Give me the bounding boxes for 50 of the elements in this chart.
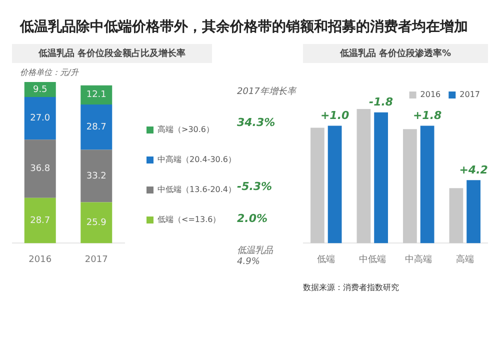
x-tick-label: 高端 [456, 254, 474, 265]
bar [24, 97, 56, 140]
bar [24, 140, 56, 198]
text: 低温乳品 4.9% [237, 244, 274, 267]
data-label: 33.2 [86, 171, 106, 182]
annotation: +1.0 [320, 109, 350, 122]
x-tick-label: 中低端 [358, 254, 386, 265]
text: 34.3% [237, 116, 276, 130]
x-tick-label: 低端 [317, 254, 336, 265]
legend-label: 高端（>30.6） [158, 125, 214, 134]
bar [403, 129, 417, 244]
x-tick-label: 2017 [84, 254, 108, 265]
bar [80, 104, 112, 150]
annotation: +1.8 [412, 109, 442, 122]
x-tick-label: 2016 [28, 254, 52, 265]
data-label: 12.1 [86, 90, 106, 100]
bar [356, 109, 371, 244]
text: 2.0% [237, 212, 268, 226]
text: 2017年增长率 [237, 86, 296, 98]
data-label: 9.5 [32, 84, 48, 95]
bar [374, 112, 388, 244]
data-label: 36.8 [30, 164, 50, 174]
bar [466, 180, 480, 244]
text: -5.3% [237, 180, 272, 194]
legend-label: 2017 [460, 90, 480, 100]
bar [80, 150, 112, 202]
data-label: 27.0 [30, 114, 50, 124]
bar [449, 188, 464, 244]
legend-label: 2016 [420, 90, 441, 100]
bar [24, 198, 56, 244]
data-label: 25.9 [86, 218, 107, 228]
source-note: 数据来源：消费者指数研究 [303, 282, 400, 293]
bar [80, 85, 112, 104]
text: 价格单位：元/升 [20, 67, 80, 78]
bar [328, 126, 342, 244]
bar [310, 128, 324, 244]
annotation: +4.2 [459, 163, 488, 176]
bar [80, 202, 112, 244]
annotation: -1.8 [369, 96, 394, 109]
bar [24, 82, 56, 98]
data-label: 28.7 [30, 216, 50, 226]
legend-label: 中高端（20.4-30.6） [158, 155, 236, 164]
data-label: 28.7 [86, 122, 106, 132]
chart-subtitle: 低温乳品 各价位段金额占比及增长率 [12, 44, 212, 63]
legend-label: 中低端（13.6-20.4） [158, 185, 236, 194]
text: 低温乳品除中低端价格带外，其余价格带的销额和招募的消费者均在增加 [18, 18, 469, 37]
bar [420, 126, 434, 244]
chart-title: 低温乳品 各价位段渗透率% [303, 44, 488, 63]
legend-label: 低端（<=13.6） [158, 215, 221, 224]
x-tick-label: 中高端 [405, 254, 432, 265]
